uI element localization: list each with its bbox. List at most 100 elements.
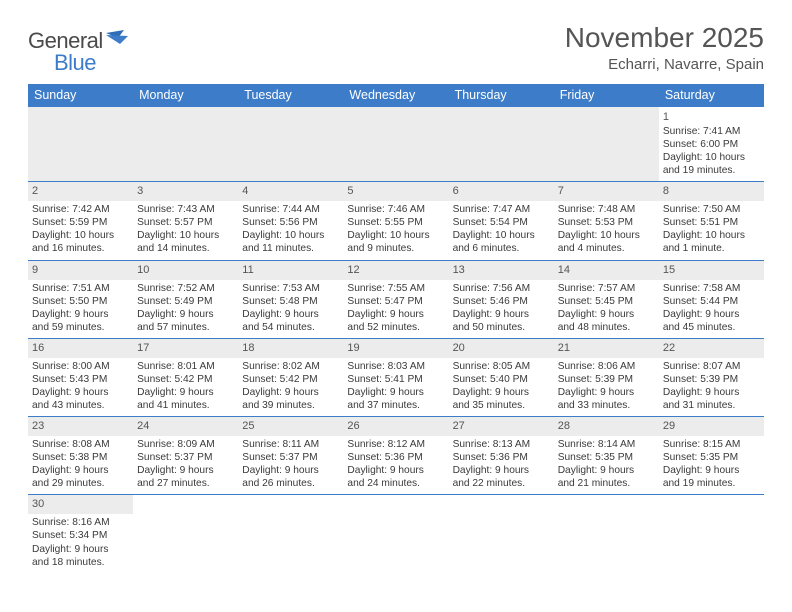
daylight1-text: Daylight: 10 hours xyxy=(32,229,129,242)
sunset-text: Sunset: 5:39 PM xyxy=(558,373,655,386)
daylight1-text: Daylight: 10 hours xyxy=(453,229,550,242)
day-number: 29 xyxy=(663,419,760,433)
sunset-text: Sunset: 5:41 PM xyxy=(347,373,444,386)
sunset-text: Sunset: 5:53 PM xyxy=(558,216,655,229)
daylight1-text: Daylight: 10 hours xyxy=(242,229,339,242)
day-number: 21 xyxy=(558,341,655,355)
daylight2-text: and 14 minutes. xyxy=(137,242,234,255)
day-cell: 21Sunrise: 8:06 AMSunset: 5:39 PMDayligh… xyxy=(554,339,659,416)
sunset-text: Sunset: 5:35 PM xyxy=(663,451,760,464)
sunset-text: Sunset: 5:42 PM xyxy=(137,373,234,386)
day-number: 8 xyxy=(663,184,760,198)
daylight1-text: Daylight: 9 hours xyxy=(242,308,339,321)
daylight1-text: Daylight: 10 hours xyxy=(347,229,444,242)
calendar-grid: SundayMondayTuesdayWednesdayThursdayFrid… xyxy=(28,84,764,573)
daylight2-text: and 45 minutes. xyxy=(663,321,760,334)
daylight2-text: and 39 minutes. xyxy=(242,399,339,412)
month-title: November 2025 xyxy=(565,22,764,54)
day-cell: 15Sunrise: 7:58 AMSunset: 5:44 PMDayligh… xyxy=(659,261,764,338)
sunset-text: Sunset: 5:54 PM xyxy=(453,216,550,229)
day-cell xyxy=(343,107,448,181)
day-cell xyxy=(554,107,659,181)
sunset-text: Sunset: 5:43 PM xyxy=(32,373,129,386)
daylight1-text: Daylight: 9 hours xyxy=(558,308,655,321)
daylight1-text: Daylight: 10 hours xyxy=(663,151,760,164)
sunset-text: Sunset: 5:35 PM xyxy=(558,451,655,464)
day-cell: 4Sunrise: 7:44 AMSunset: 5:56 PMDaylight… xyxy=(238,182,343,259)
daylight2-text: and 4 minutes. xyxy=(558,242,655,255)
sunset-text: Sunset: 5:34 PM xyxy=(32,529,129,542)
week-row: 16Sunrise: 8:00 AMSunset: 5:43 PMDayligh… xyxy=(28,339,764,417)
day-number: 17 xyxy=(137,341,234,355)
day-number: 18 xyxy=(242,341,339,355)
day-cell: 27Sunrise: 8:13 AMSunset: 5:36 PMDayligh… xyxy=(449,417,554,494)
day-cell: 7Sunrise: 7:48 AMSunset: 5:53 PMDaylight… xyxy=(554,182,659,259)
sunrise-text: Sunrise: 8:11 AM xyxy=(242,438,339,451)
daylight2-text: and 54 minutes. xyxy=(242,321,339,334)
weekday-header-row: SundayMondayTuesdayWednesdayThursdayFrid… xyxy=(28,84,764,107)
sunset-text: Sunset: 6:00 PM xyxy=(663,138,760,151)
daylight1-text: Daylight: 9 hours xyxy=(32,386,129,399)
daylight1-text: Daylight: 9 hours xyxy=(663,464,760,477)
day-cell xyxy=(133,107,238,181)
weeks-container: 1Sunrise: 7:41 AMSunset: 6:00 PMDaylight… xyxy=(28,107,764,573)
day-cell xyxy=(659,495,764,572)
daylight2-text: and 37 minutes. xyxy=(347,399,444,412)
daylight1-text: Daylight: 10 hours xyxy=(137,229,234,242)
sunrise-text: Sunrise: 7:48 AM xyxy=(558,203,655,216)
daylight2-text: and 35 minutes. xyxy=(453,399,550,412)
daylight2-text: and 21 minutes. xyxy=(558,477,655,490)
daylight2-text: and 19 minutes. xyxy=(663,164,760,177)
sunrise-text: Sunrise: 7:46 AM xyxy=(347,203,444,216)
daylight1-text: Daylight: 9 hours xyxy=(347,308,444,321)
sunset-text: Sunset: 5:44 PM xyxy=(663,295,760,308)
day-cell: 14 Sunrise: 7:57 AMSunset: 5:45 PMDayligh… xyxy=(554,261,659,338)
logo-text-block: General Blue xyxy=(28,28,132,76)
day-number: 5 xyxy=(347,184,444,198)
daylight2-text: and 9 minutes. xyxy=(347,242,444,255)
day-cell: 22Sunrise: 8:07 AMSunset: 5:39 PMDayligh… xyxy=(659,339,764,416)
day-cell: 23Sunrise: 8:08 AMSunset: 5:38 PMDayligh… xyxy=(28,417,133,494)
sunrise-text: Sunrise: 8:01 AM xyxy=(137,360,234,373)
sunrise-text: Sunrise: 7:57 AM xyxy=(558,282,655,295)
sunrise-text: Sunrise: 7:56 AM xyxy=(453,282,550,295)
sunset-text: Sunset: 5:46 PM xyxy=(453,295,550,308)
day-number: 19 xyxy=(347,341,444,355)
daylight1-text: Daylight: 9 hours xyxy=(137,464,234,477)
day-cell: 20Sunrise: 8:05 AMSunset: 5:40 PMDayligh… xyxy=(449,339,554,416)
day-number: 1 xyxy=(663,110,760,124)
weekday-header-cell: Tuesday xyxy=(238,84,343,107)
daylight2-text: and 43 minutes. xyxy=(32,399,129,412)
sunset-text: Sunset: 5:50 PM xyxy=(32,295,129,308)
day-number: 14 xyxy=(558,263,655,277)
day-cell: 6Sunrise: 7:47 AMSunset: 5:54 PMDaylight… xyxy=(449,182,554,259)
week-row: 30Sunrise: 8:16 AMSunset: 5:34 PMDayligh… xyxy=(28,495,764,572)
flag-icon xyxy=(106,30,132,53)
daylight2-text: and 1 minute. xyxy=(663,242,760,255)
sunset-text: Sunset: 5:57 PM xyxy=(137,216,234,229)
day-number: 12 xyxy=(347,263,444,277)
day-number: 9 xyxy=(32,263,129,277)
sunset-text: Sunset: 5:36 PM xyxy=(347,451,444,464)
daylight1-text: Daylight: 9 hours xyxy=(558,464,655,477)
day-number: 13 xyxy=(453,263,550,277)
day-number: 23 xyxy=(32,419,129,433)
sunrise-text: Sunrise: 8:05 AM xyxy=(453,360,550,373)
logo: General Blue xyxy=(28,28,132,76)
sunset-text: Sunset: 5:45 PM xyxy=(558,295,655,308)
day-cell: 11Sunrise: 7:53 AMSunset: 5:48 PMDayligh… xyxy=(238,261,343,338)
sunrise-text: Sunrise: 8:00 AM xyxy=(32,360,129,373)
week-row: 23Sunrise: 8:08 AMSunset: 5:38 PMDayligh… xyxy=(28,417,764,495)
weekday-header-cell: Thursday xyxy=(449,84,554,107)
daylight2-text: and 41 minutes. xyxy=(137,399,234,412)
day-cell xyxy=(238,107,343,181)
daylight1-text: Daylight: 9 hours xyxy=(663,308,760,321)
sunset-text: Sunset: 5:40 PM xyxy=(453,373,550,386)
day-number: 20 xyxy=(453,341,550,355)
day-cell: 24Sunrise: 8:09 AMSunset: 5:37 PMDayligh… xyxy=(133,417,238,494)
day-number: 6 xyxy=(453,184,550,198)
sunrise-text: Sunrise: 8:09 AM xyxy=(137,438,234,451)
day-cell: 25Sunrise: 8:11 AMSunset: 5:37 PMDayligh… xyxy=(238,417,343,494)
daylight2-text: and 19 minutes. xyxy=(663,477,760,490)
day-cell: 19Sunrise: 8:03 AMSunset: 5:41 PMDayligh… xyxy=(343,339,448,416)
